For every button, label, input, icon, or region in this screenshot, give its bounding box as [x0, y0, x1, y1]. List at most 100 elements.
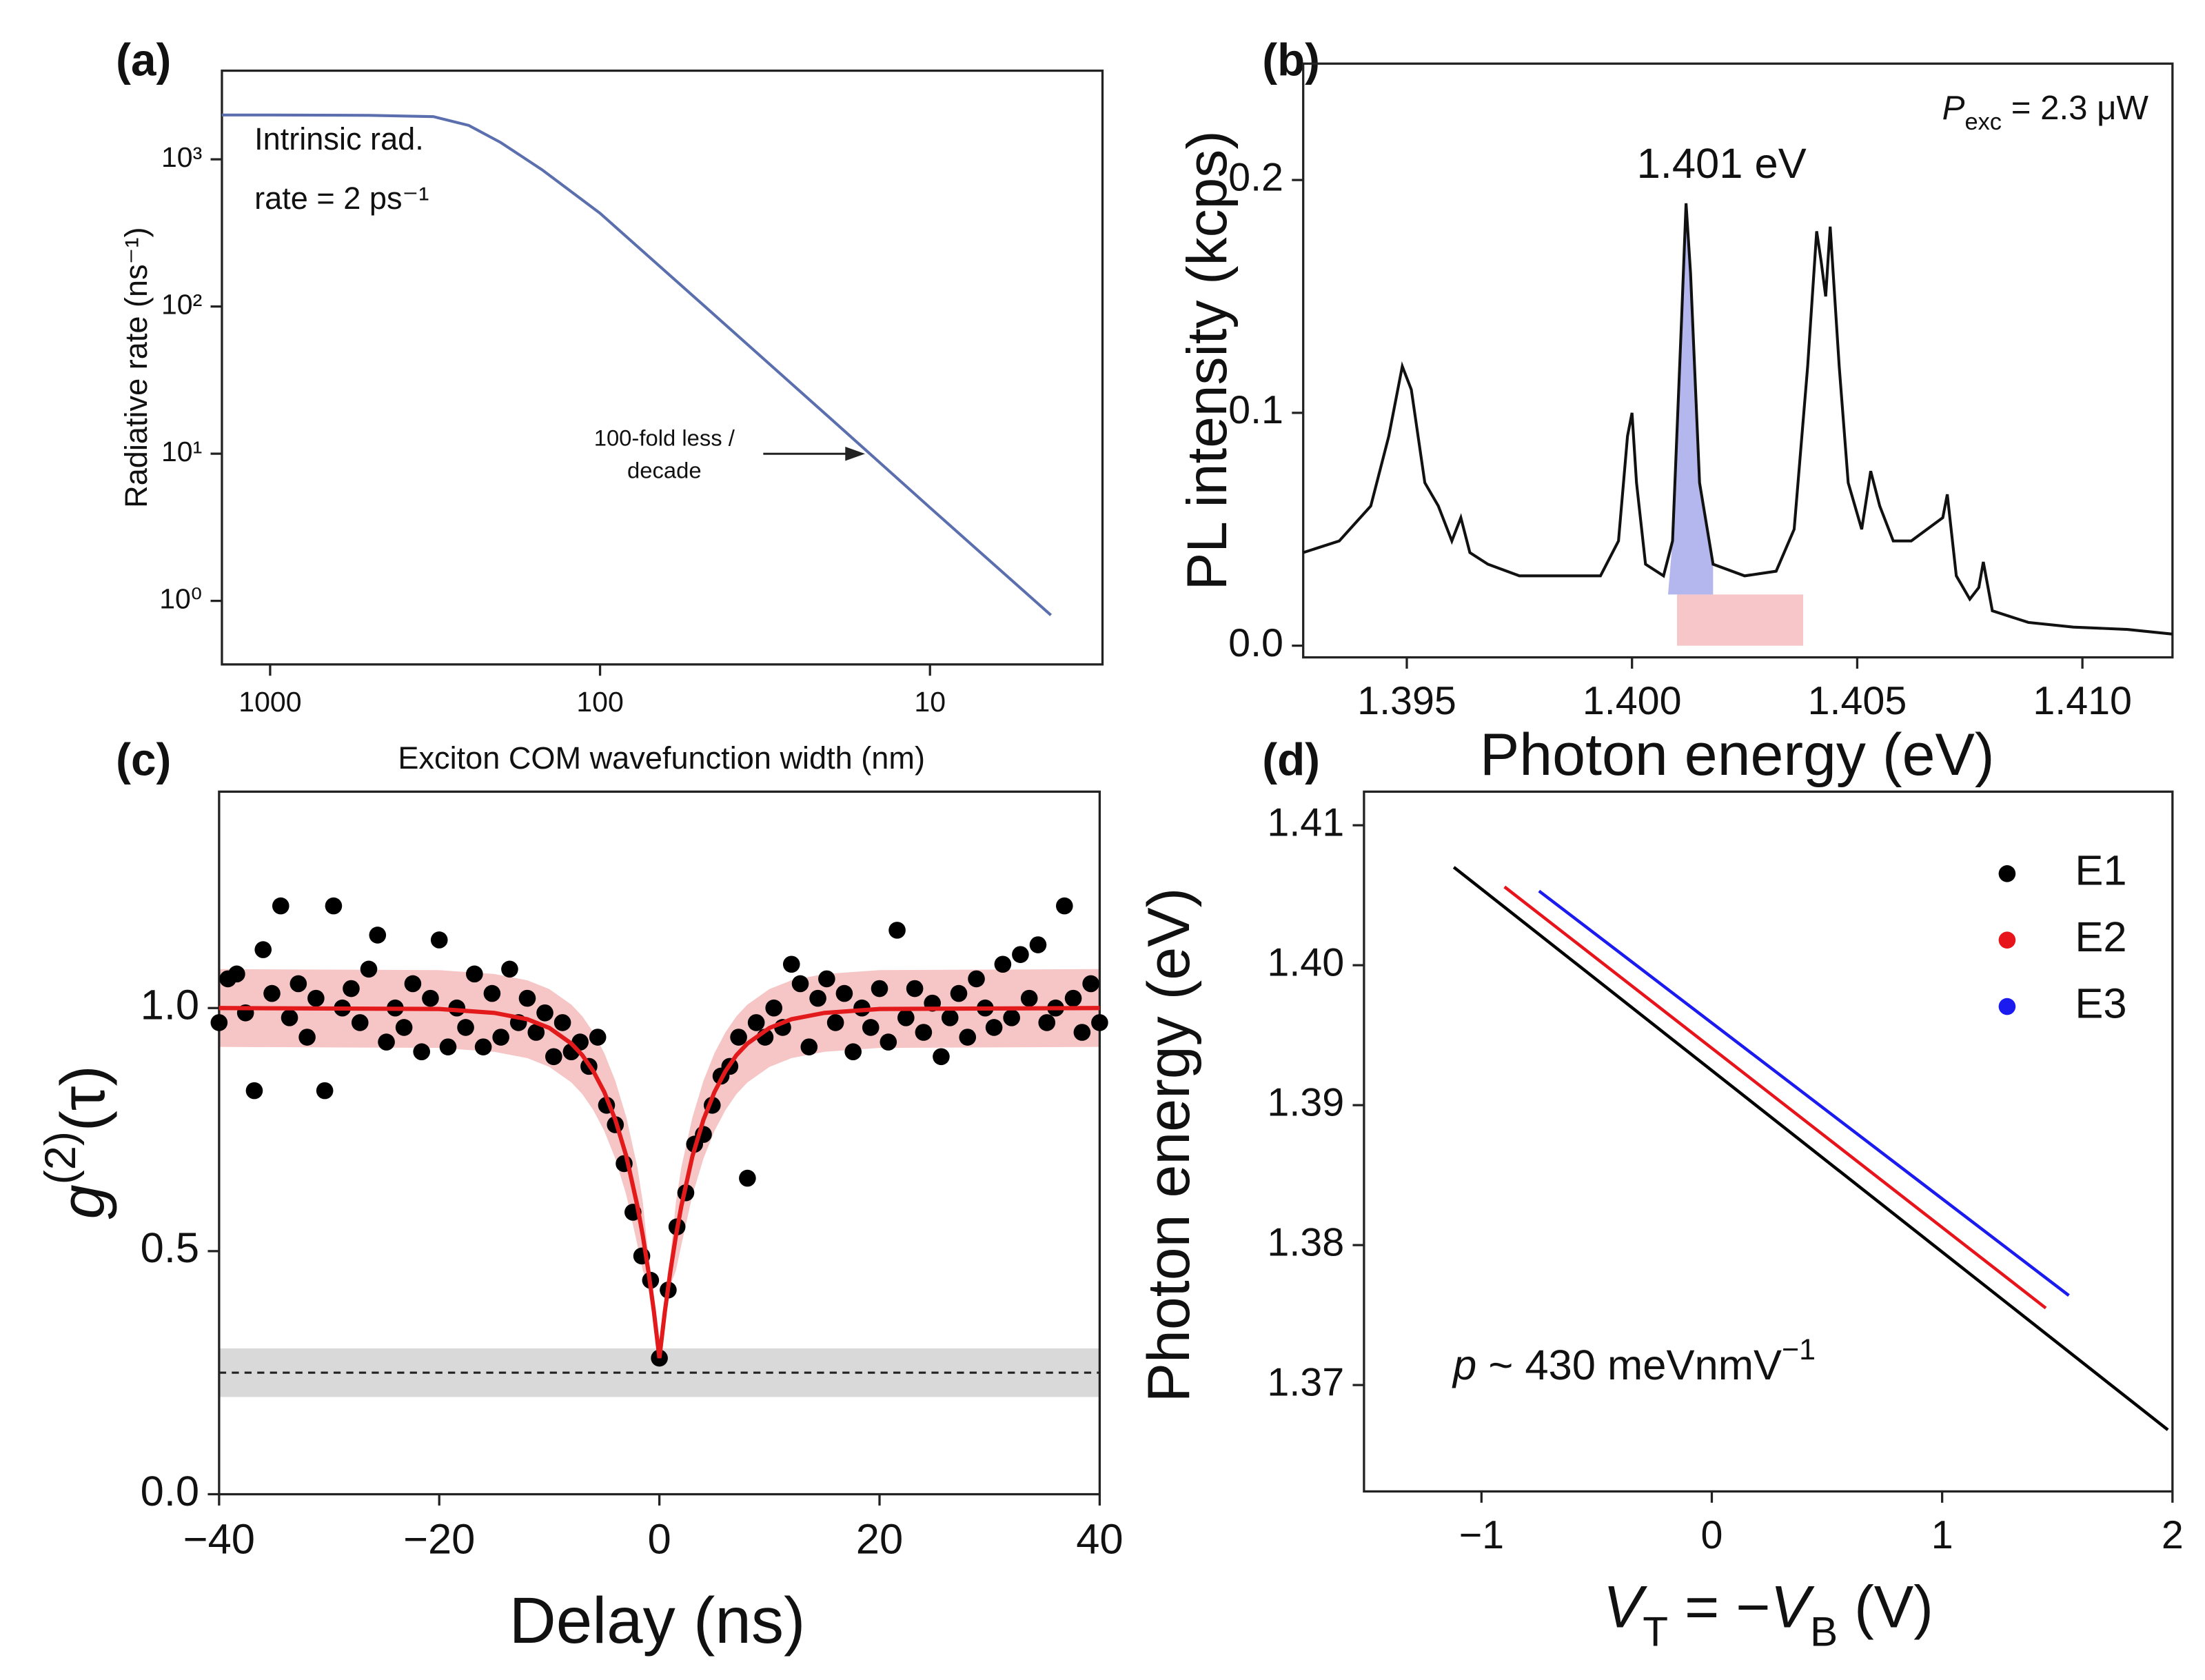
- series-line: [1538, 889, 2070, 1297]
- y-tick-label: 1.0: [141, 981, 200, 1029]
- data-line: [1303, 203, 2173, 636]
- data-point: [1012, 946, 1029, 963]
- y-axis-title-part: (τ): [48, 1065, 118, 1131]
- peak-label: 1.401 eV: [1637, 140, 1807, 188]
- energy-window: [1677, 594, 1804, 646]
- panel-label: (d): [1262, 735, 1320, 785]
- x-axis-title: Exciton COM wavefunction width (nm): [398, 740, 925, 776]
- panel-label: (a): [116, 35, 171, 85]
- y-tick-label: 0.2: [1228, 155, 1283, 199]
- x-axis-title-part: T: [1643, 1608, 1668, 1655]
- excitation-power: Pexc = 2.3 μW: [1942, 89, 2149, 135]
- fit-band: [219, 969, 1100, 1364]
- data-point: [395, 1019, 413, 1036]
- data-point: [959, 1029, 977, 1046]
- x-tick-label: 2: [2162, 1513, 2184, 1557]
- x-tick-label: 1.400: [1583, 679, 1682, 723]
- data-point: [492, 1029, 509, 1046]
- data-point: [281, 1009, 298, 1026]
- slope-annotation-part: −1: [1782, 1333, 1816, 1366]
- data-point: [835, 984, 853, 1002]
- y-tick-label: 1.37: [1267, 1360, 1344, 1404]
- data-point: [1082, 975, 1099, 993]
- x-tick-label: 1: [1931, 1513, 1953, 1557]
- annotation: decade: [627, 458, 702, 483]
- data-point: [897, 1009, 915, 1026]
- data-point: [1055, 897, 1073, 915]
- data-point: [245, 1082, 263, 1100]
- slope-annotation-part: ~ 430 meVnmV: [1476, 1342, 1782, 1389]
- x-tick-label: 1.410: [2033, 679, 2132, 723]
- data-point: [1064, 989, 1082, 1007]
- fit-line: [219, 1006, 1100, 1359]
- x-axis-title: Delay (ns): [509, 1584, 806, 1657]
- excitation-power-part: = 2.3 μW: [2002, 89, 2148, 127]
- data-point: [826, 1014, 844, 1031]
- data-point: [1073, 1024, 1091, 1041]
- legend-marker: [1998, 865, 2016, 882]
- data-point: [545, 1048, 562, 1066]
- x-tick-label: 1.395: [1357, 679, 1456, 723]
- data-point: [351, 1014, 369, 1031]
- x-axis-title-part: = −: [1668, 1574, 1770, 1640]
- data-point: [1029, 936, 1047, 953]
- panel-label: (b): [1262, 35, 1320, 85]
- data-point: [906, 980, 924, 998]
- x-axis-title-part: V: [1603, 1574, 1648, 1640]
- x-tick-label: 20: [856, 1516, 903, 1563]
- annotation: rate = 2 ps⁻¹: [254, 181, 429, 216]
- x-tick-label: 1.405: [1808, 679, 1907, 723]
- data-point: [474, 1038, 492, 1055]
- legend-marker: [1998, 931, 2016, 949]
- data-point: [439, 1038, 457, 1055]
- y-tick-label: 10¹: [161, 436, 202, 467]
- x-axis-title: Photon energy (eV): [1480, 722, 1995, 788]
- x-tick-label: 10: [914, 686, 946, 718]
- y-tick-label: 1.38: [1267, 1220, 1344, 1264]
- data-point: [536, 1004, 553, 1022]
- y-axis-title: PL intensity (kcps): [1176, 130, 1239, 590]
- series-line: [1452, 866, 2169, 1431]
- data-point: [553, 1014, 571, 1031]
- annotation: Intrinsic rad.: [254, 121, 424, 156]
- data-point: [941, 1009, 959, 1026]
- data-point: [527, 1024, 545, 1041]
- x-tick-label: 100: [576, 686, 623, 718]
- data-point: [589, 1029, 607, 1046]
- y-tick-label: 1.41: [1267, 800, 1344, 844]
- legend-label: E1: [2075, 847, 2126, 895]
- data-point: [739, 1169, 756, 1187]
- y-tick-label: 10⁰: [159, 583, 202, 614]
- data-point: [343, 980, 360, 998]
- plot-frame: [1363, 790, 2174, 1493]
- data-point: [483, 984, 501, 1002]
- y-axis-title-part: (2): [37, 1131, 85, 1184]
- annotation: 100-fold less /: [594, 425, 735, 450]
- data-point: [466, 965, 483, 983]
- data-line: [221, 113, 1053, 616]
- plot-frame: [1302, 62, 2174, 659]
- data-point: [950, 984, 968, 1002]
- y-tick-label: 0.0: [1228, 621, 1283, 665]
- y-tick-label: 1.39: [1267, 1080, 1344, 1124]
- data-point: [818, 970, 835, 988]
- data-point: [844, 1043, 862, 1061]
- data-point: [378, 1033, 395, 1051]
- data-point: [422, 989, 439, 1007]
- data-point: [968, 970, 985, 988]
- x-tick-label: −20: [403, 1516, 475, 1563]
- data-point: [862, 1019, 880, 1036]
- data-point: [791, 975, 809, 993]
- data-point: [369, 927, 387, 944]
- x-axis-title: VT = −VB (V): [1603, 1574, 1933, 1654]
- data-point: [404, 975, 422, 993]
- excitation-power-part: exc: [1964, 109, 2002, 135]
- data-point: [518, 989, 536, 1007]
- data-point: [747, 1014, 765, 1031]
- data-point: [307, 989, 325, 1007]
- x-tick-label: 40: [1076, 1516, 1123, 1563]
- plot-frame: [221, 69, 1104, 666]
- data-point: [871, 980, 888, 998]
- y-axis-title-part: g: [48, 1184, 118, 1219]
- data-point: [325, 897, 343, 915]
